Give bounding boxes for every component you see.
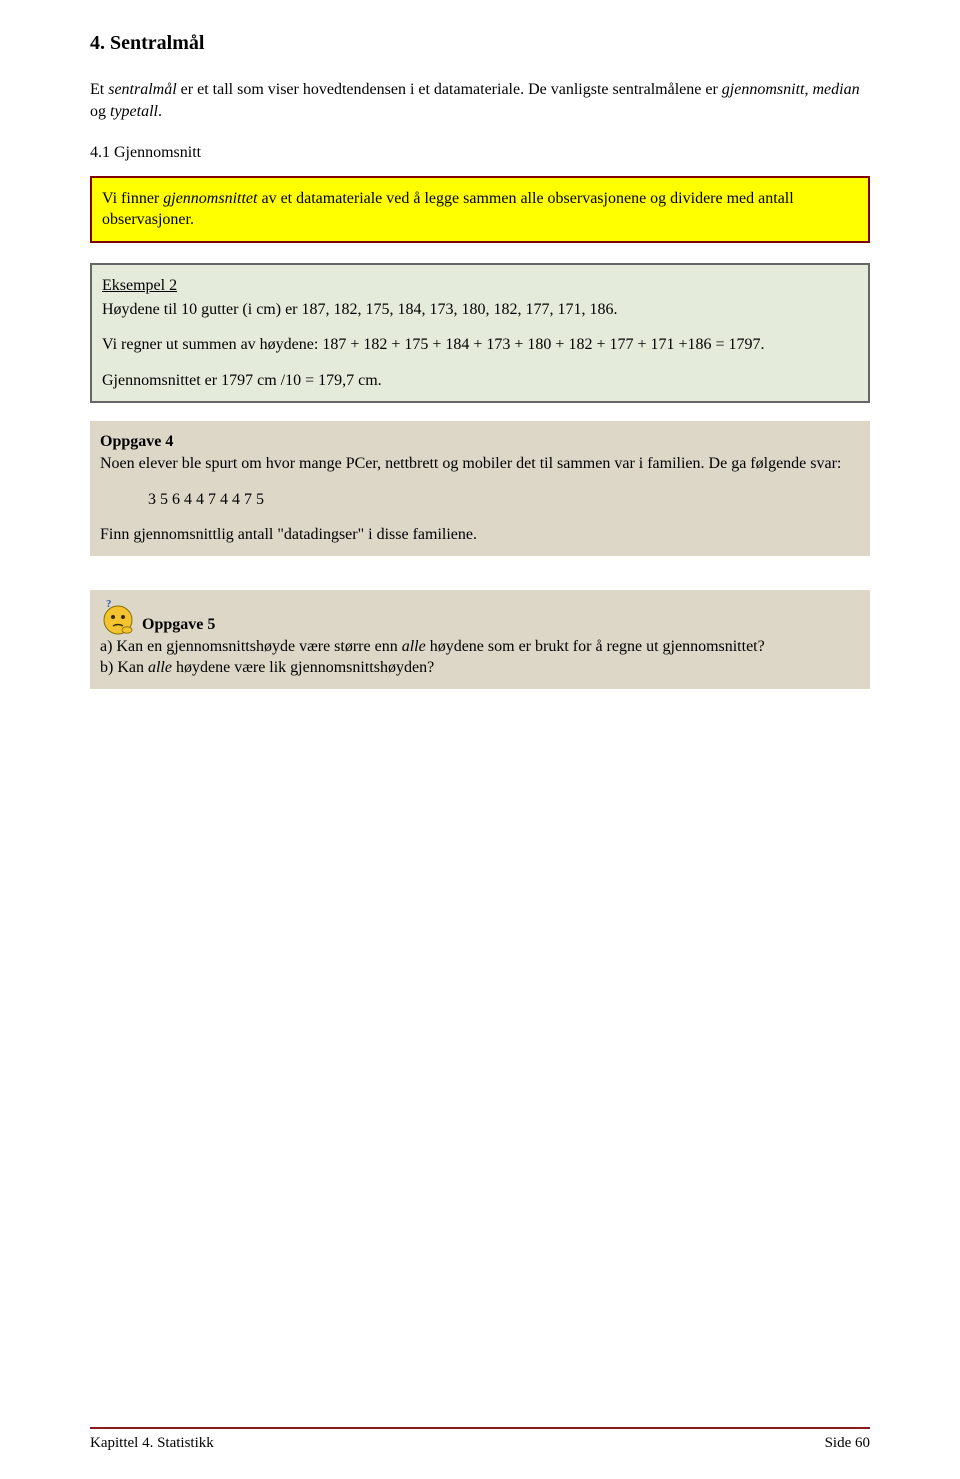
def-pre: Vi finner [102, 190, 163, 207]
intro-pre: Et [90, 81, 108, 98]
intro-mid: er et tall som viser hovedtendensen i et… [177, 81, 722, 98]
svg-text:?: ? [106, 600, 112, 610]
definition-text: Vi finner gjennomsnittet av et datamater… [102, 188, 858, 231]
footer-rule [90, 1427, 870, 1429]
intro-sep-2: og [90, 103, 110, 120]
task-5-box: ? Oppgave 5 a) Kan en gjennomsnittshøyde… [90, 590, 870, 689]
thinking-face-icon: ? [100, 600, 136, 636]
task-5-b-pre: b) Kan [100, 659, 148, 676]
example-line-2: Vi regner ut summen av høydene: 187 + 18… [102, 334, 858, 356]
task-4-box: Oppgave 4 Noen elever ble spurt om hvor … [90, 421, 870, 555]
task-5-a-post: høydene som er brukt for å regne ut gjen… [426, 638, 765, 655]
task-4-title: Oppgave 4 [100, 431, 860, 453]
intro-term: sentralmål [108, 81, 176, 98]
task-5-a: a) Kan en gjennomsnittshøyde være større… [100, 636, 860, 658]
task-5-b: b) Kan alle høydene være lik gjennomsnit… [100, 657, 860, 679]
task-4-line-1: Noen elever ble spurt om hvor mange PCer… [100, 453, 860, 475]
example-box: Eksempel 2 Høydene til 10 gutter (i cm) … [90, 263, 870, 403]
intro-key-2: median [812, 81, 859, 98]
task-5-title: Oppgave 5 [142, 600, 215, 636]
task-5-b-italic: alle [148, 659, 172, 676]
footer-left: Kapittel 4. Statistikk [90, 1433, 214, 1453]
subsection-heading: 4.1 Gjennomsnitt [90, 142, 870, 164]
intro-key-3: typetall [110, 103, 158, 120]
definition-box: Vi finner gjennomsnittet av et datamater… [90, 176, 870, 243]
intro-paragraph: Et sentralmål er et tall som viser hoved… [90, 79, 870, 122]
example-line-1: Høydene til 10 gutter (i cm) er 187, 182… [102, 299, 858, 321]
example-line-3: Gjennomsnittet er 1797 cm /10 = 179,7 cm… [102, 370, 858, 392]
footer-right: Side 60 [825, 1433, 870, 1453]
section-heading: 4. Sentralmål [90, 30, 870, 57]
footer-row: Kapittel 4. Statistikk Side 60 [90, 1433, 870, 1453]
page-footer: Kapittel 4. Statistikk Side 60 [90, 1427, 870, 1453]
intro-key-1: gjennomsnitt [722, 81, 805, 98]
def-term: gjennomsnittet [163, 190, 257, 207]
task-5-a-pre: a) Kan en gjennomsnittshøyde være større… [100, 638, 402, 655]
task-5-b-post: høydene være lik gjennomsnittshøyden? [172, 659, 434, 676]
task-4-line-2: Finn gjennomsnittlig antall "datadingser… [100, 524, 860, 546]
example-title: Eksempel 2 [102, 275, 858, 297]
task-5-header-row: ? Oppgave 5 [100, 600, 860, 636]
intro-end: . [158, 103, 162, 120]
task-5-a-italic: alle [402, 638, 426, 655]
task-4-data: 3 5 6 4 4 7 4 4 7 5 [100, 489, 860, 511]
